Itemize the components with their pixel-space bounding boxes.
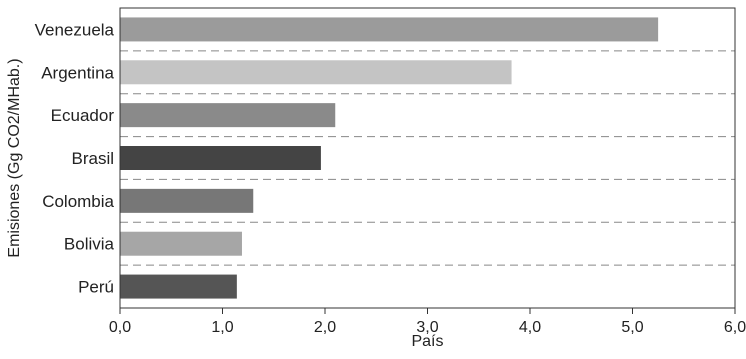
category-label: Colombia xyxy=(42,192,114,211)
category-label: Ecuador xyxy=(51,106,115,125)
bar xyxy=(120,103,336,128)
category-label: Brasil xyxy=(71,149,114,168)
y-axis-title: Emisiones (Gg CO2/MHab.) xyxy=(6,58,23,257)
category-label: Perú xyxy=(78,278,114,297)
x-tick-label: 6,0 xyxy=(724,319,746,336)
category-label: Bolivia xyxy=(64,235,115,254)
category-label: Argentina xyxy=(41,63,114,82)
bar xyxy=(120,188,254,213)
category-labels: Venezuela Argentina Ecuador Brasil Colombia B… xyxy=(35,20,115,296)
x-tick-label: 3,0 xyxy=(416,319,438,336)
bar xyxy=(120,60,512,85)
x-tick-label: 4,0 xyxy=(519,319,541,336)
x-tick-label: 2,0 xyxy=(314,319,336,336)
bar xyxy=(120,146,321,170)
grid-layer xyxy=(120,50,735,266)
bar xyxy=(120,231,242,256)
bar xyxy=(120,17,659,42)
bar-layer xyxy=(120,17,659,299)
x-tick-label: 0,0 xyxy=(109,319,131,336)
category-label: Venezuela xyxy=(35,20,115,39)
bar xyxy=(120,274,237,299)
x-tick-label: 5,0 xyxy=(621,319,643,336)
x-tick-label: 1,0 xyxy=(211,319,233,336)
x-axis-title: País xyxy=(411,333,443,350)
x-axis-ticks: 0,0 1,0 2,0 3,0 4,0 5,0 6,0 xyxy=(109,308,746,336)
